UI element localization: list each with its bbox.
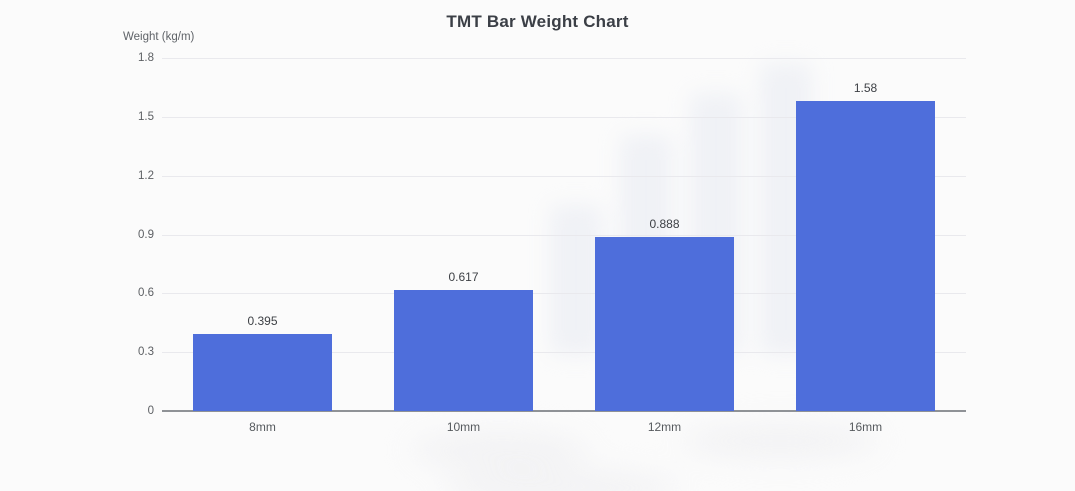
gridline bbox=[162, 175, 966, 177]
y-tick-label: 1.2 bbox=[138, 169, 154, 182]
y-axis-title: Weight (kg/m) bbox=[123, 31, 195, 43]
x-axis-line bbox=[162, 410, 966, 412]
x-axis-label: 10mm bbox=[446, 420, 481, 434]
bar-value-label: 0.395 bbox=[247, 313, 278, 328]
bar-10mm bbox=[394, 290, 533, 411]
gridline bbox=[162, 352, 966, 354]
x-axis-label: 12mm bbox=[647, 420, 682, 434]
gridline bbox=[162, 234, 966, 236]
y-tick-label: 1.8 bbox=[138, 52, 154, 64]
gridline bbox=[162, 293, 966, 295]
bar-value-label: 1.58 bbox=[853, 81, 878, 96]
y-tick-label: 0 bbox=[147, 405, 154, 417]
chart-title: TMT Bar Weight Chart bbox=[446, 12, 629, 31]
x-axis-label: 16mm bbox=[848, 420, 883, 434]
x-axis-label: 8mm bbox=[249, 420, 276, 434]
y-tick-label: 1.5 bbox=[138, 110, 154, 123]
background-watermark-blobs bbox=[380, 422, 940, 491]
plot-area: 0 0.3 0.6 0.9 1.2 1.5 1.8 0.395 8mm 0.617 10mm 0.88… bbox=[138, 52, 966, 434]
y-tick-label: 0.9 bbox=[138, 228, 154, 241]
bar-value-label: 0.617 bbox=[448, 270, 479, 284]
bar-value-label: 0.888 bbox=[649, 216, 680, 231]
watermark-blob bbox=[440, 468, 680, 491]
bar-8mm bbox=[193, 333, 332, 411]
bar-16mm bbox=[796, 101, 935, 411]
gridline bbox=[162, 116, 966, 118]
y-tick-label: 0.3 bbox=[138, 346, 154, 359]
bar-12mm bbox=[595, 236, 734, 411]
watermark-blob bbox=[410, 430, 590, 470]
gridline bbox=[162, 58, 966, 59]
y-tick-label: 0.6 bbox=[138, 287, 154, 300]
